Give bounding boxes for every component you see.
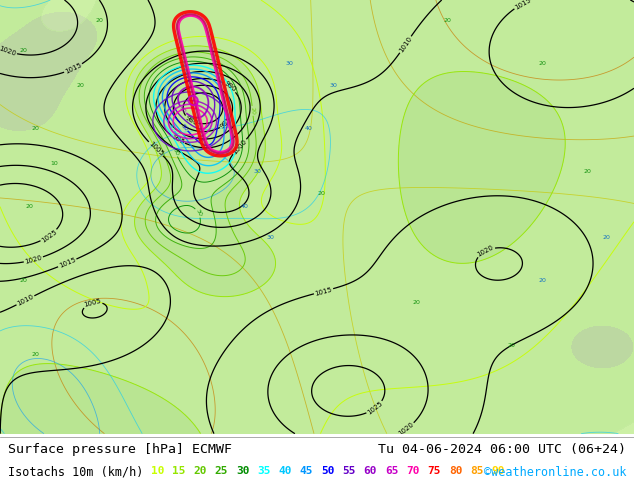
- Text: 20: 20: [539, 278, 547, 283]
- Text: 30: 30: [194, 208, 202, 218]
- Text: 1005: 1005: [83, 298, 102, 308]
- Text: 20: 20: [193, 466, 207, 475]
- Text: 10: 10: [51, 161, 58, 166]
- Text: 1020: 1020: [476, 244, 495, 258]
- Text: 990: 990: [223, 80, 237, 94]
- Text: 85: 85: [470, 466, 484, 475]
- Text: 1010: 1010: [16, 294, 35, 307]
- Text: 20: 20: [95, 18, 103, 23]
- Text: Isotachs 10m (km/h): Isotachs 10m (km/h): [8, 466, 150, 479]
- Text: 20: 20: [32, 352, 39, 357]
- Text: 30: 30: [236, 466, 250, 475]
- Text: 20: 20: [317, 191, 325, 196]
- Text: 20: 20: [539, 61, 547, 66]
- Text: 50: 50: [180, 123, 189, 132]
- Text: 60: 60: [364, 466, 377, 475]
- Text: 1015: 1015: [514, 0, 532, 11]
- Text: 1020: 1020: [24, 255, 43, 265]
- Text: 1020: 1020: [398, 421, 415, 437]
- Text: 20: 20: [19, 48, 27, 53]
- Text: 90: 90: [491, 466, 505, 475]
- Text: 40: 40: [241, 204, 249, 209]
- Text: 50: 50: [321, 466, 335, 475]
- Text: 40: 40: [167, 122, 176, 131]
- Text: 20: 20: [583, 170, 591, 174]
- Text: 30: 30: [285, 61, 293, 66]
- Text: 1025: 1025: [366, 400, 384, 416]
- Text: 25: 25: [215, 466, 228, 475]
- Text: 1005: 1005: [147, 141, 164, 157]
- Text: 20: 20: [250, 107, 256, 115]
- Text: 75: 75: [427, 466, 441, 475]
- Text: 80: 80: [449, 466, 462, 475]
- Text: 35: 35: [257, 466, 271, 475]
- Text: 20: 20: [444, 18, 451, 23]
- Text: 1025: 1025: [40, 228, 58, 244]
- Text: 980: 980: [184, 115, 198, 126]
- Text: 985: 985: [219, 116, 233, 130]
- Text: 70: 70: [406, 466, 420, 475]
- Text: 30: 30: [330, 83, 337, 88]
- Text: 30: 30: [254, 170, 261, 174]
- Text: 20: 20: [602, 235, 610, 240]
- Text: 1015: 1015: [58, 257, 77, 270]
- Text: 65: 65: [385, 466, 398, 475]
- Text: Tu 04-06-2024 06:00 UTC (06+24): Tu 04-06-2024 06:00 UTC (06+24): [378, 443, 626, 456]
- Text: ©weatheronline.co.uk: ©weatheronline.co.uk: [484, 466, 626, 479]
- Text: Surface pressure [hPa] ECMWF: Surface pressure [hPa] ECMWF: [8, 443, 231, 456]
- Text: 45: 45: [300, 466, 313, 475]
- Text: 20: 20: [32, 126, 39, 131]
- Text: 995: 995: [171, 134, 185, 146]
- Text: 10: 10: [151, 466, 164, 475]
- Text: 1015: 1015: [314, 286, 333, 296]
- Text: 20: 20: [412, 299, 420, 305]
- Text: 1000: 1000: [231, 138, 248, 155]
- Text: 20: 20: [25, 204, 33, 209]
- Text: 1015: 1015: [64, 62, 82, 75]
- Text: 20: 20: [507, 343, 515, 348]
- Text: 1020: 1020: [0, 45, 17, 57]
- Text: 60: 60: [178, 105, 187, 114]
- Text: 1010: 1010: [398, 35, 413, 54]
- Text: 30: 30: [266, 235, 274, 240]
- Text: 20: 20: [76, 83, 84, 88]
- Text: 40: 40: [304, 126, 312, 131]
- Text: 30: 30: [171, 147, 179, 157]
- Text: 40: 40: [278, 466, 292, 475]
- Text: 15: 15: [172, 466, 186, 475]
- Text: 55: 55: [342, 466, 356, 475]
- Text: 20: 20: [19, 278, 27, 283]
